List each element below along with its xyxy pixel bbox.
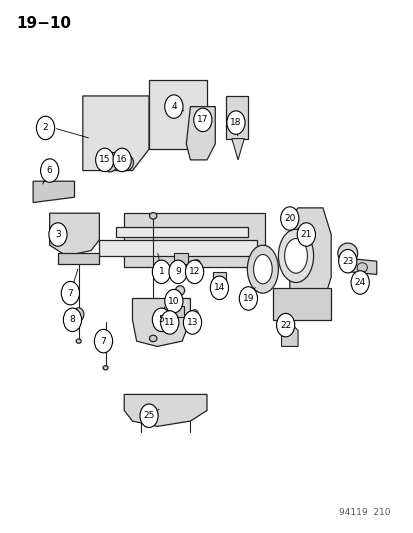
Ellipse shape [337, 243, 357, 263]
Polygon shape [281, 314, 297, 346]
Polygon shape [149, 80, 206, 149]
Text: 4: 4 [171, 102, 176, 111]
Text: 94119  210: 94119 210 [339, 508, 390, 517]
Ellipse shape [103, 366, 108, 370]
Text: 18: 18 [230, 118, 241, 127]
Circle shape [152, 260, 170, 284]
Circle shape [164, 289, 183, 313]
Circle shape [338, 249, 356, 273]
Polygon shape [273, 288, 330, 320]
Polygon shape [186, 107, 215, 160]
Circle shape [185, 260, 203, 284]
Ellipse shape [76, 339, 81, 343]
Text: 25: 25 [143, 411, 154, 420]
Circle shape [160, 311, 178, 334]
Circle shape [140, 404, 158, 427]
Text: 15: 15 [99, 156, 110, 164]
Ellipse shape [190, 310, 198, 319]
Polygon shape [213, 272, 225, 285]
Text: 23: 23 [341, 257, 353, 265]
Circle shape [95, 148, 114, 172]
Text: 21: 21 [300, 230, 311, 239]
Circle shape [63, 308, 81, 332]
Text: 19: 19 [242, 294, 254, 303]
Text: 10: 10 [168, 297, 179, 305]
Polygon shape [50, 213, 99, 256]
Circle shape [169, 260, 187, 284]
Circle shape [239, 287, 257, 310]
Polygon shape [289, 208, 330, 304]
Polygon shape [132, 298, 190, 346]
Circle shape [350, 271, 368, 294]
Circle shape [152, 308, 170, 332]
Text: 9: 9 [175, 268, 180, 276]
Ellipse shape [149, 335, 157, 342]
Circle shape [210, 276, 228, 300]
Circle shape [113, 148, 131, 172]
Text: 8: 8 [69, 316, 75, 324]
Text: 16: 16 [116, 156, 128, 164]
Ellipse shape [284, 239, 306, 273]
Text: 7: 7 [67, 289, 73, 297]
Circle shape [276, 313, 294, 337]
Text: 19−10: 19−10 [17, 16, 71, 31]
Circle shape [164, 95, 183, 118]
Circle shape [297, 223, 315, 246]
Circle shape [183, 311, 201, 334]
Polygon shape [225, 96, 248, 139]
Text: 1: 1 [158, 268, 164, 276]
Text: 13: 13 [186, 318, 198, 327]
Polygon shape [231, 139, 244, 160]
Polygon shape [124, 213, 264, 266]
Text: 17: 17 [197, 116, 208, 124]
Text: 14: 14 [213, 284, 225, 292]
Polygon shape [169, 306, 184, 317]
Circle shape [61, 281, 79, 305]
Circle shape [40, 159, 59, 182]
Text: 22: 22 [279, 321, 291, 329]
Circle shape [49, 223, 67, 246]
Ellipse shape [175, 286, 184, 295]
Ellipse shape [119, 155, 133, 171]
Polygon shape [116, 227, 248, 237]
Text: 7: 7 [100, 337, 106, 345]
Ellipse shape [356, 263, 367, 272]
Text: 11: 11 [164, 318, 175, 327]
Text: 12: 12 [188, 268, 200, 276]
Text: 2: 2 [43, 124, 48, 132]
Circle shape [280, 207, 298, 230]
Polygon shape [173, 253, 188, 264]
Text: 6: 6 [47, 166, 52, 175]
Polygon shape [99, 240, 256, 256]
Text: 20: 20 [283, 214, 295, 223]
Polygon shape [349, 259, 376, 274]
Polygon shape [33, 181, 74, 203]
Polygon shape [83, 96, 149, 171]
Polygon shape [58, 253, 99, 264]
Ellipse shape [74, 308, 83, 321]
Polygon shape [124, 394, 206, 426]
Ellipse shape [192, 260, 200, 268]
Text: 5: 5 [158, 316, 164, 324]
Ellipse shape [247, 245, 278, 293]
Circle shape [193, 108, 211, 132]
Circle shape [94, 329, 112, 353]
Ellipse shape [278, 229, 313, 282]
Ellipse shape [149, 213, 157, 219]
Text: 24: 24 [354, 278, 365, 287]
Circle shape [36, 116, 55, 140]
Polygon shape [106, 152, 120, 163]
Circle shape [226, 111, 244, 134]
Text: 3: 3 [55, 230, 61, 239]
Ellipse shape [101, 154, 118, 172]
Ellipse shape [253, 255, 272, 284]
